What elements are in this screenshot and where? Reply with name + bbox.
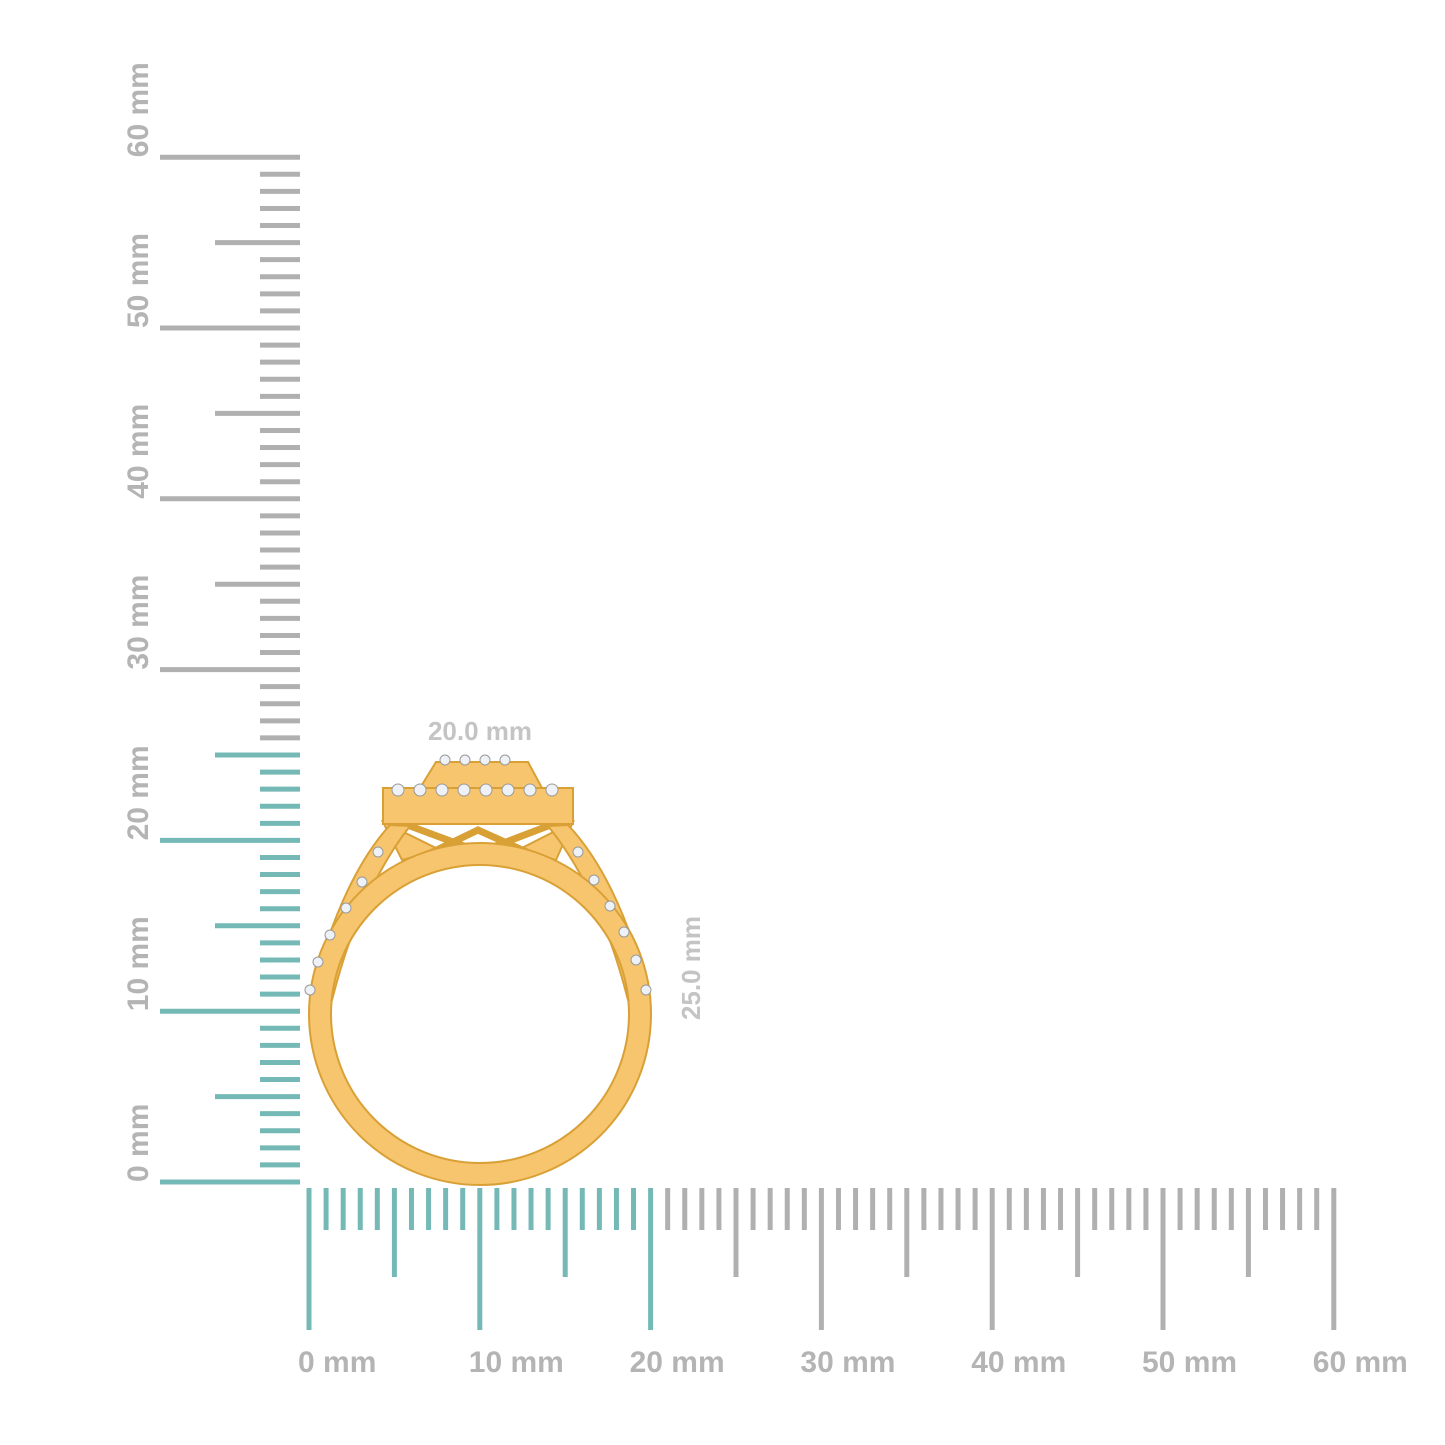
width-dimension-label: 20.0 mm	[428, 716, 532, 746]
diamond	[545, 783, 559, 797]
diamond	[391, 783, 405, 797]
diamond	[457, 783, 471, 797]
diamond	[588, 874, 600, 886]
vertical-tick-label: 50 mm	[122, 233, 155, 328]
diamond	[413, 783, 427, 797]
diamond	[312, 956, 324, 968]
diamond	[479, 783, 493, 797]
height-dimension-label: 25.0 mm	[676, 916, 706, 1020]
diamond	[435, 783, 449, 797]
diamond	[630, 954, 642, 966]
diamond	[372, 846, 384, 858]
horizontal-ruler: 0 mm 10 mm 20 mm 30 mm 40 mm 50 mm 60 mm	[298, 1188, 1408, 1379]
diamond	[604, 900, 616, 912]
horizontal-tick-label: 20 mm	[630, 1346, 725, 1379]
horizontal-tick-label: 50 mm	[1142, 1346, 1237, 1379]
diamond	[523, 783, 537, 797]
horizontal-tick-label: 60 mm	[1313, 1346, 1408, 1379]
diamond	[572, 846, 584, 858]
diamond	[640, 984, 652, 996]
ring-image	[304, 754, 652, 1186]
diamond	[304, 984, 316, 996]
horizontal-tick-label: 0 mm	[298, 1346, 376, 1379]
vertical-tick-label: 30 mm	[122, 575, 155, 670]
diamond	[356, 876, 368, 888]
diamond	[324, 929, 336, 941]
diamond	[501, 783, 515, 797]
horizontal-tick-label: 30 mm	[800, 1346, 895, 1379]
vertical-tick-label: 40 mm	[122, 404, 155, 499]
diamond	[618, 926, 630, 938]
vertical-ruler: 0 mm 10 mm 20 mm 30 mm 40 mm 50 mm 60 mm	[122, 62, 300, 1185]
vertical-tick-label: 0 mm	[122, 1104, 155, 1182]
vertical-tick-label: 10 mm	[122, 916, 155, 1011]
vertical-tick-label: 20 mm	[122, 745, 155, 840]
vertical-tick-label: 60 mm	[122, 62, 155, 157]
diamond	[340, 902, 352, 914]
horizontal-tick-label: 10 mm	[469, 1346, 564, 1379]
horizontal-tick-label: 40 mm	[971, 1346, 1066, 1379]
